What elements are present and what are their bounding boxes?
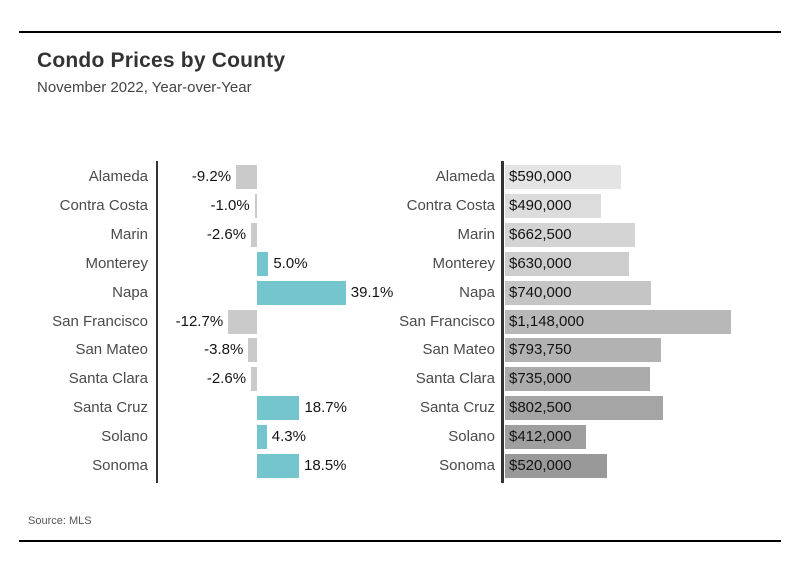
percent-chart-axis-line — [156, 161, 158, 483]
county-label: Napa — [112, 283, 148, 301]
price-bar — [505, 454, 608, 478]
top-divider — [19, 31, 781, 33]
county-label: Monterey — [85, 254, 148, 272]
price-value-label: $802,500 — [509, 399, 572, 417]
county-label: San Mateo — [75, 341, 148, 359]
county-label: Marin — [457, 225, 495, 243]
price-bar — [505, 425, 587, 450]
percent-bar — [257, 454, 299, 478]
price-value-label: $520,000 — [509, 457, 572, 474]
county-label: Sonoma — [92, 457, 148, 474]
county-label: Alameda — [435, 168, 495, 185]
percent-value-label: -2.6% — [206, 370, 247, 388]
county-label: Santa Cruz — [419, 399, 495, 417]
page-subtitle: November 2022, Year-over-Year — [37, 79, 252, 96]
price-value-label: $740,000 — [509, 283, 572, 301]
percent-value-label: 5.0% — [273, 254, 308, 272]
price-bar — [505, 338, 662, 363]
percent-bar — [257, 425, 267, 450]
percent-bar — [228, 309, 257, 334]
county-label: Alameda — [88, 168, 148, 185]
price-value-label: $662,500 — [509, 225, 572, 243]
price-value-label: $630,000 — [509, 254, 572, 272]
price-value-label: $412,000 — [509, 428, 572, 446]
price-bar — [505, 280, 651, 305]
price-bar — [505, 396, 663, 421]
price-value-label: $735,000 — [509, 370, 572, 388]
percent-value-label: 18.5% — [303, 457, 347, 474]
percent-value-label: 18.7% — [304, 399, 347, 417]
price-value-label: $1,148,000 — [509, 312, 585, 330]
source-note: Source: MLS — [28, 515, 92, 527]
percent-bar — [251, 367, 257, 392]
percent-bar — [248, 338, 257, 363]
percent-bar — [257, 280, 346, 305]
county-label: Sonoma — [439, 457, 495, 474]
price-value-label: $490,000 — [509, 196, 572, 214]
county-label: San Francisco — [52, 312, 148, 330]
county-label: Napa — [459, 283, 495, 301]
county-label: Solano — [448, 428, 495, 446]
percent-value-label: 4.3% — [271, 428, 306, 446]
county-label: Santa Clara — [415, 370, 495, 388]
percent-bar — [257, 251, 269, 276]
county-label: San Mateo — [422, 341, 495, 359]
county-label: Solano — [101, 428, 148, 446]
county-label: San Francisco — [399, 312, 495, 330]
price-value-label: $590,000 — [509, 168, 572, 185]
county-label: Santa Cruz — [72, 399, 148, 417]
price-bar — [505, 165, 622, 189]
county-label: Contra Costa — [406, 196, 495, 214]
county-label: Monterey — [432, 254, 495, 272]
county-label: Marin — [110, 225, 148, 243]
bottom-divider — [19, 540, 781, 542]
percent-bar — [236, 165, 257, 189]
county-label: Contra Costa — [59, 196, 148, 214]
percent-bar — [254, 193, 257, 218]
price-bar — [505, 309, 731, 334]
percent-bar — [251, 222, 257, 247]
percent-value-label: -3.8% — [204, 341, 244, 359]
percent-bar — [257, 396, 300, 421]
percent-value-label: -1.0% — [210, 196, 250, 214]
percent-value-label: -2.6% — [206, 225, 247, 243]
percent-value-label: 39.1% — [350, 283, 394, 301]
percent-value-label: -12.7% — [175, 312, 224, 330]
price-bar — [505, 367, 650, 392]
price-chart-axis-line — [501, 161, 504, 483]
page-title: Condo Prices by County — [37, 49, 286, 72]
county-label: Santa Clara — [68, 370, 148, 388]
percent-value-label: -9.2% — [191, 168, 232, 185]
price-bar — [505, 251, 630, 276]
price-bar — [505, 222, 636, 247]
price-value-label: $793,750 — [509, 341, 572, 359]
price-bar — [505, 193, 602, 218]
